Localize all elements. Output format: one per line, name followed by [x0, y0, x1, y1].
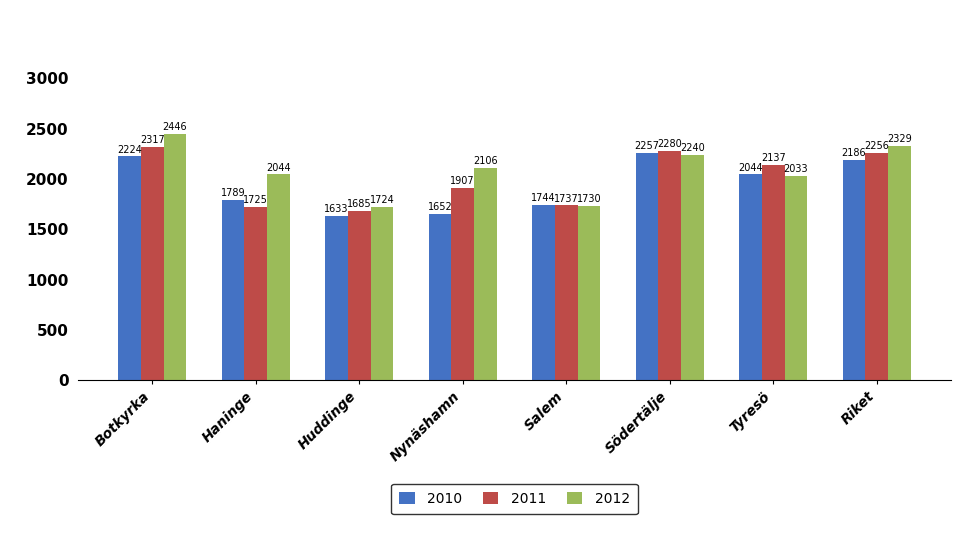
Bar — [636, 153, 659, 380]
Text: 1633: 1633 — [324, 204, 349, 214]
Bar — [370, 207, 393, 380]
Bar — [221, 200, 244, 380]
Bar — [577, 206, 601, 380]
Text: 2106: 2106 — [473, 157, 498, 167]
Bar — [532, 205, 555, 380]
Text: 1725: 1725 — [243, 195, 269, 205]
Bar — [452, 188, 474, 380]
Text: 2186: 2186 — [842, 148, 866, 158]
Text: 1744: 1744 — [531, 193, 556, 203]
Text: 2224: 2224 — [117, 145, 142, 154]
Bar — [348, 211, 370, 380]
Text: 1907: 1907 — [451, 177, 475, 187]
Text: 2446: 2446 — [163, 122, 187, 132]
Text: 2033: 2033 — [784, 164, 808, 174]
Bar — [325, 216, 348, 380]
Text: 2329: 2329 — [887, 134, 912, 144]
Text: 2317: 2317 — [140, 135, 165, 145]
Text: 1652: 1652 — [427, 202, 453, 212]
Text: 2044: 2044 — [267, 163, 291, 173]
Text: 2240: 2240 — [680, 143, 705, 153]
Bar — [785, 176, 808, 380]
Bar — [244, 207, 268, 380]
Bar — [739, 174, 761, 380]
Bar — [843, 160, 865, 380]
Legend: 2010, 2011, 2012: 2010, 2011, 2012 — [391, 484, 638, 514]
Text: 1737: 1737 — [554, 193, 578, 203]
Bar — [268, 174, 290, 380]
Bar — [761, 165, 785, 380]
Bar — [865, 153, 888, 380]
Bar — [164, 134, 186, 380]
Text: 2256: 2256 — [864, 141, 889, 151]
Bar — [118, 157, 141, 380]
Text: 1730: 1730 — [576, 194, 602, 204]
Text: 2137: 2137 — [760, 153, 786, 163]
Bar — [888, 146, 911, 380]
Text: 1724: 1724 — [369, 195, 394, 205]
Text: 2257: 2257 — [634, 141, 660, 151]
Text: 1789: 1789 — [220, 188, 245, 198]
Text: 2280: 2280 — [658, 139, 682, 149]
Bar — [659, 151, 681, 380]
Text: 1685: 1685 — [347, 199, 371, 209]
Bar — [681, 155, 704, 380]
Bar — [555, 205, 577, 380]
Bar — [141, 147, 164, 380]
Bar — [428, 214, 452, 380]
Text: 2044: 2044 — [738, 163, 762, 173]
Bar — [474, 168, 497, 380]
